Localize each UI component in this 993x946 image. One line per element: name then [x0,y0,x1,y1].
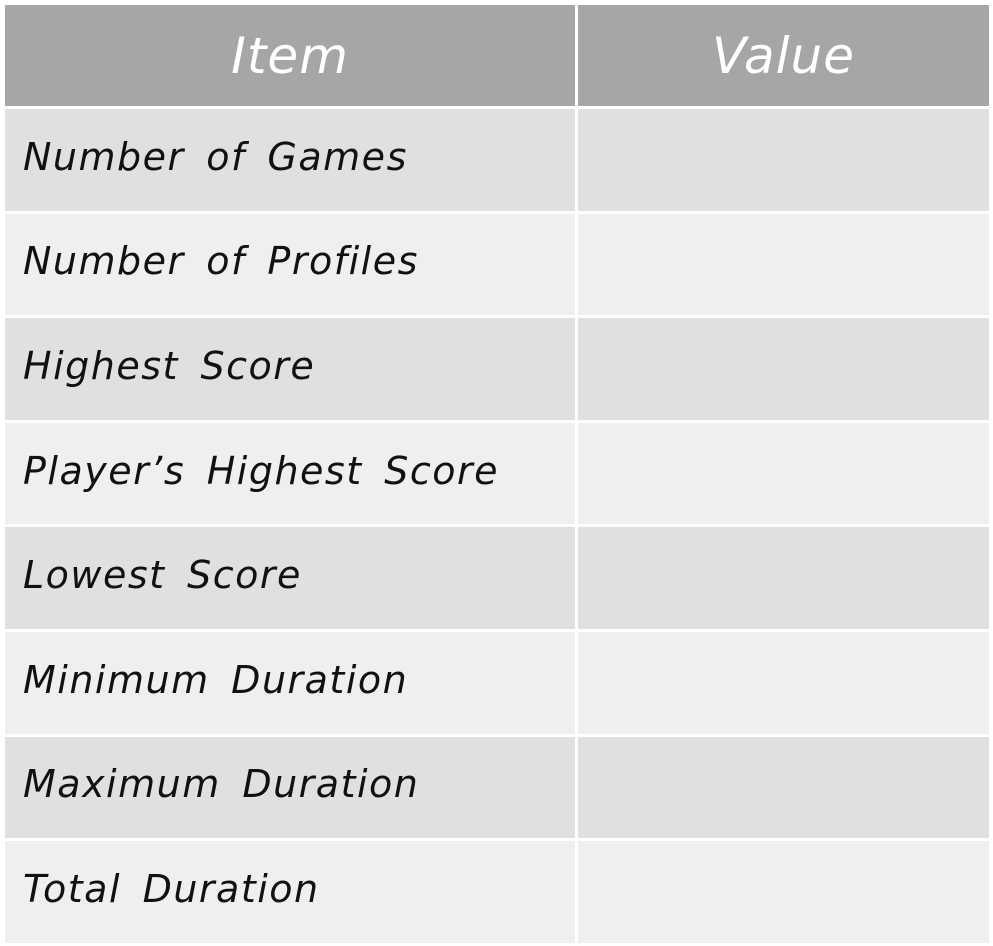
value-cell [575,106,992,214]
table-row-players-highest-score: Player’s Highest Score [2,419,992,528]
value-cell [575,628,992,737]
table-row-highest-score: Highest Score [2,315,992,423]
table-row-total-duration: Total Duration [2,838,992,946]
value-cell [575,210,992,319]
item-column-header: Item [2,2,578,109]
item-label: Lowest Score [2,524,578,632]
value-column-header: Value [575,2,992,109]
table-row-number-of-profiles: Number of Profiles [2,210,992,319]
value-cell [575,524,992,632]
item-label: Maximum Duration [2,733,578,842]
item-label: Number of Games [2,106,578,214]
value-cell [575,315,992,423]
item-label: Player’s Highest Score [2,419,578,528]
table-body: Number of Games Number of Profiles Highe… [2,106,992,946]
table-row-maximum-duration: Maximum Duration [2,733,992,842]
value-cell [575,419,992,528]
item-label: Minimum Duration [2,628,578,737]
item-label: Number of Profiles [2,210,578,319]
header-row: Item Value [2,2,992,109]
item-label: Total Duration [2,838,578,946]
table-row-minimum-duration: Minimum Duration [2,628,992,737]
item-label: Highest Score [2,315,578,423]
value-cell [575,838,992,946]
value-cell [575,733,992,842]
table-row-lowest-score: Lowest Score [2,524,992,632]
table-header: Item Value [2,2,992,109]
table-row-number-of-games: Number of Games [2,106,992,214]
